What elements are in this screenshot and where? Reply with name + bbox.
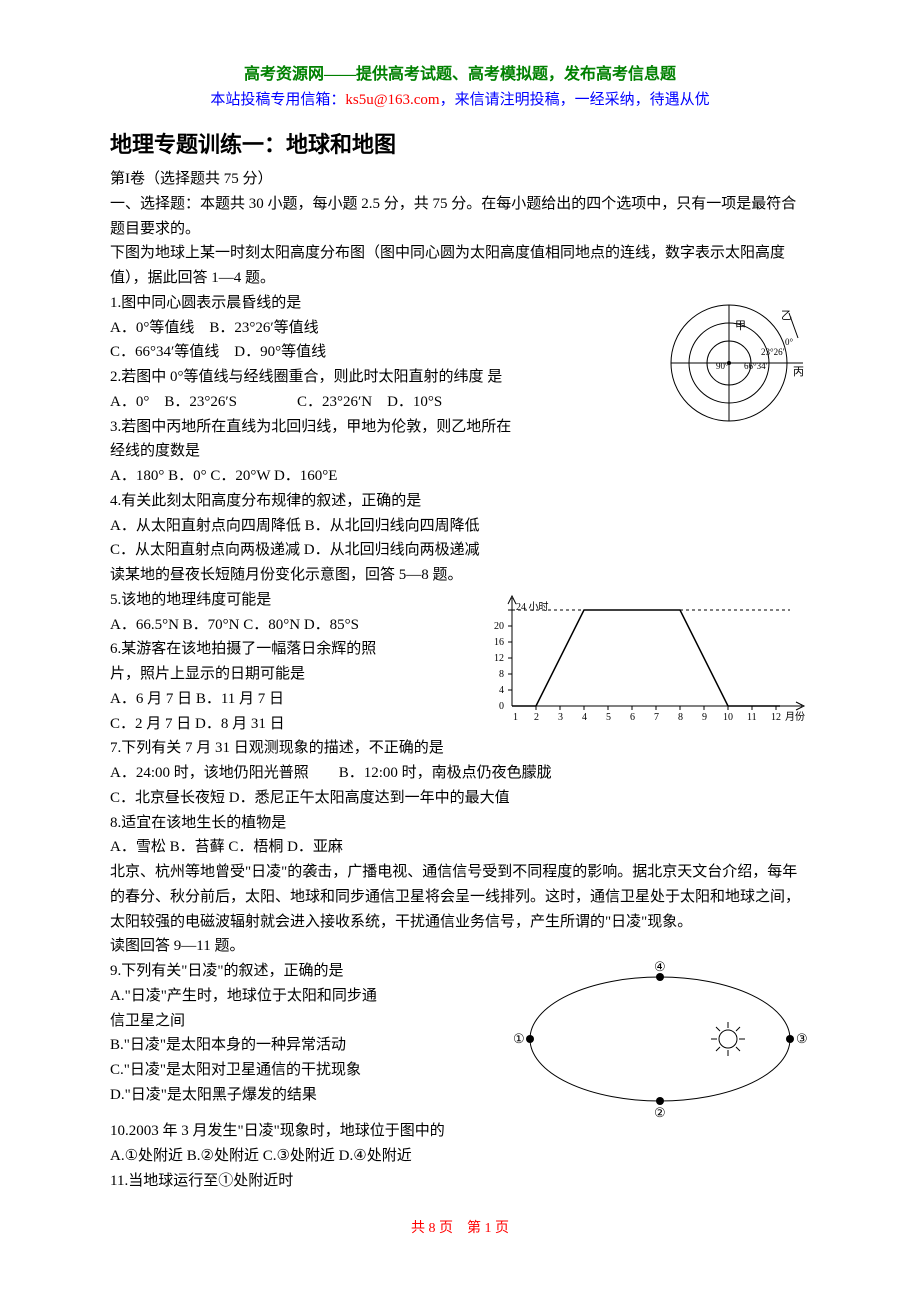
fig1-label-v2: 66°34′ <box>744 361 768 371</box>
q4-opts2: C．从太阳直射点向两极递减 D．从北回归线向两极递减 <box>110 538 810 563</box>
header-suffix: ，来信请注明投稿，一经采纳，待遇从优 <box>440 92 710 108</box>
q11-stem: 11.当地球运行至①处附近时 <box>110 1169 810 1194</box>
fig2-y0: 20 <box>494 621 504 632</box>
figure-concentric-circles: 甲 乙 丙 0° 23°26′ 66°34′ 90° <box>665 291 810 436</box>
fig3-l3: ③ <box>796 1031 808 1046</box>
fig2-x9: 9 <box>702 712 707 723</box>
figure-daylength-chart: 24 小时 20 16 12 8 4 0 1 2 3 4 5 6 7 8 9 1… <box>480 588 810 728</box>
fig2-y3: 8 <box>499 669 504 680</box>
q7-stem: 7.下列有关 7 月 31 日观测现象的描述，不正确的是 <box>110 736 810 761</box>
header-title: 高考资源网——提供高考试题、高考模拟题，发布高考信息题 <box>110 60 810 84</box>
fig2-x10: 10 <box>723 712 733 723</box>
fig2-x5: 5 <box>606 712 611 723</box>
fig1-label-v1: 23°26′ <box>761 347 785 357</box>
instructions: 一、选择题：本题共 30 小题，每小题 2.5 分，共 75 分。在每小题给出的… <box>110 192 810 242</box>
passage-1: 下图为地球上某一时刻太阳高度分布图（图中同心圆为太阳高度值相同地点的连线，数字表… <box>110 241 810 291</box>
fig2-x1: 1 <box>513 712 518 723</box>
fig2-y1: 16 <box>494 637 504 648</box>
q3-opts: A．180° B．0° C．20°W D．160°E <box>110 464 810 489</box>
header-subtitle: 本站投稿专用信箱：ks5u@163.com，来信请注明投稿，一经采纳，待遇从优 <box>110 88 810 109</box>
fig2-x4: 4 <box>582 712 587 723</box>
fig2-y5: 0 <box>499 701 504 712</box>
fig3-l1: ① <box>513 1031 525 1046</box>
figure-orbit: ① ② ③ ④ <box>510 959 810 1119</box>
q7-opts2: C．北京昼长夜短 D．悉尼正午太阳高度达到一年中的最大值 <box>110 786 810 811</box>
q4-stem: 4.有关此刻太阳高度分布规律的叙述，正确的是 <box>110 489 810 514</box>
fig1-label-v3: 90° <box>716 361 729 371</box>
q8-opts: A．雪松 B．苔藓 C．梧桐 D．亚麻 <box>110 835 810 860</box>
fig2-x2: 2 <box>534 712 539 723</box>
q8-stem: 8.适宜在该地生长的植物是 <box>110 811 810 836</box>
q10-stem: 10.2003 年 3 月发生"日凌"现象时，地球位于图中的 <box>110 1119 810 1144</box>
fig2-x3: 3 <box>558 712 563 723</box>
fig1-label-bing: 丙 <box>793 366 804 378</box>
page-footer: 共 8 页 第 1 页 <box>110 1217 810 1237</box>
fig2-x7: 7 <box>654 712 659 723</box>
q10-opts: A.①处附近 B.②处附近 C.③处附近 D.④处附近 <box>110 1144 810 1169</box>
header-email: ks5u@163.com <box>345 92 439 108</box>
fig2-y4: 4 <box>499 685 504 696</box>
header-prefix: 本站投稿专用信箱： <box>210 92 345 108</box>
fig1-label-0: 0° <box>785 337 794 347</box>
passage-3: 北京、杭州等地曾受"日凌"的袭击，广播电视、通信信号受到不同程度的影响。据北京天… <box>110 860 810 934</box>
q3-stem2: 经线的度数是 <box>110 439 810 464</box>
fig2-ylabel: 24 小时 <box>516 601 549 613</box>
fig1-label-jia: 甲 <box>735 320 746 332</box>
fig3-l4: ④ <box>654 959 666 974</box>
fig2-x6: 6 <box>630 712 635 723</box>
document-title: 地理专题训练一：地球和地图 <box>110 127 810 159</box>
q4-opts: A．从太阳直射点向四周降低 B．从北回归线向四周降低 <box>110 514 810 539</box>
fig2-x11: 11 <box>747 712 757 723</box>
fig2-x8: 8 <box>678 712 683 723</box>
section-label: 第I卷（选择题共 75 分） <box>110 167 810 192</box>
passage-2: 读某地的昼夜长短随月份变化示意图，回答 5—8 题。 <box>110 563 810 588</box>
fig2-xsuffix: 月份 <box>785 711 805 723</box>
q7-opts: A．24:00 时，该地仍阳光普照 B．12:00 时，南极点仍夜色朦胧 <box>110 761 810 786</box>
fig2-y2: 12 <box>494 653 504 664</box>
passage-3b: 读图回答 9—11 题。 <box>110 934 810 959</box>
fig2-x12: 12 <box>771 712 781 723</box>
fig3-l2: ② <box>654 1105 666 1119</box>
